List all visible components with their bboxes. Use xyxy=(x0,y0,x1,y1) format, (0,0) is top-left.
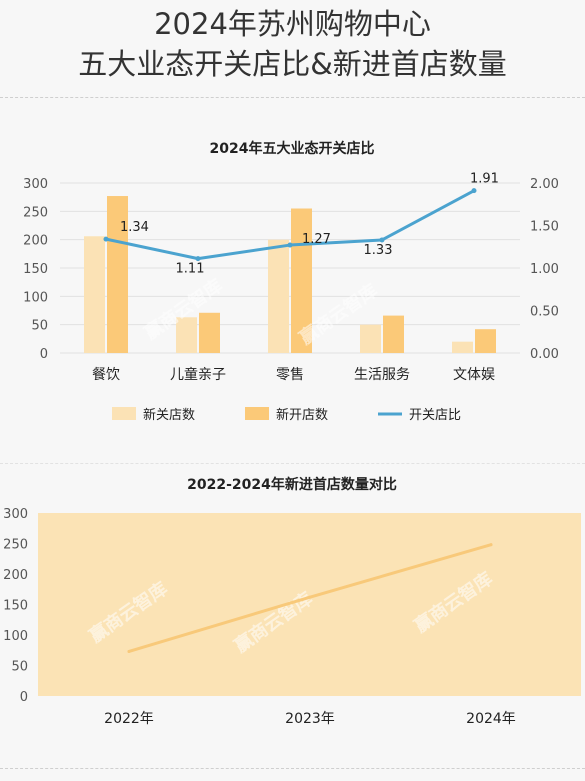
y-right-tick-label: 0.00 xyxy=(530,347,559,362)
ratio-data-label: 1.33 xyxy=(364,243,393,258)
y-right-tick-label: 2.00 xyxy=(530,177,559,192)
bar-close-count xyxy=(84,236,105,353)
y-right-tick-label: 1.50 xyxy=(530,220,559,235)
ratio-point xyxy=(471,188,477,194)
ratio-point xyxy=(287,242,293,248)
first-store-point xyxy=(308,595,312,599)
ratio-point xyxy=(195,256,201,262)
legend-label-ratio: 开关店比 xyxy=(409,408,461,423)
y-tick-label: 0 xyxy=(20,690,28,705)
legend-swatch-close xyxy=(112,407,136,420)
x-category-label: 儿童亲子 xyxy=(170,366,226,383)
x-year-label: 2024年 xyxy=(466,711,516,727)
legend-label-open: 新开店数 xyxy=(276,407,328,423)
chart-store-open-close-ratio: 2024年五大业态开关店比 0 50 100 150 200 250 300 0.00 0.5… xyxy=(23,140,559,423)
bar-open-count xyxy=(383,315,404,353)
y-left-tick-label: 150 xyxy=(23,262,48,277)
y-right-tick-label: 1.00 xyxy=(530,262,559,277)
y-left-tick-label: 200 xyxy=(23,234,48,249)
y-left-tick-label: 100 xyxy=(23,290,48,305)
y-right-tick-label: 0.50 xyxy=(530,305,559,320)
y-tick-label: 200 xyxy=(3,568,28,583)
x-year-label: 2022年 xyxy=(104,711,154,727)
page-title-line-1: 2024年苏州购物中心 xyxy=(154,7,431,41)
page-title: 2024年苏州购物中心 五大业态开关店比&新进首店数量 xyxy=(0,4,585,84)
y-left-tick-label: 50 xyxy=(31,319,48,334)
chart1-title: 2024年五大业态开关店比 xyxy=(210,140,375,157)
legend-label-close: 新关店数 xyxy=(143,407,195,423)
ratio-line xyxy=(105,189,475,261)
ratio-data-label: 1.34 xyxy=(120,220,149,235)
bar-close-count xyxy=(176,317,197,353)
first-store-point xyxy=(489,543,493,547)
bar-open-count xyxy=(199,312,220,353)
bar-open-count xyxy=(475,329,496,353)
ratio-data-label: 1.11 xyxy=(176,262,205,277)
y-tick-label: 150 xyxy=(3,599,28,614)
y-left-tick-label: 0 xyxy=(40,347,48,362)
page-title-line-2: 五大业态开关店比&新进首店数量 xyxy=(78,47,507,81)
y-tick-label: 100 xyxy=(3,629,28,644)
divider-middle xyxy=(0,463,585,464)
bar-close-count xyxy=(268,239,289,353)
y-tick-label: 50 xyxy=(11,660,28,675)
ratio-data-label: 1.91 xyxy=(470,172,499,187)
legend-swatch-open xyxy=(245,407,269,420)
first-store-point xyxy=(127,649,131,653)
ratio-data-label: 1.27 xyxy=(302,232,331,247)
bar-close-count xyxy=(360,324,381,353)
bar-open-count xyxy=(107,196,128,353)
x-category-label: 零售 xyxy=(276,367,304,383)
y-tick-label: 300 xyxy=(3,507,28,522)
divider-bottom xyxy=(0,768,585,769)
x-category-label: 餐饮 xyxy=(92,367,120,383)
x-category-label: 文体娱 xyxy=(453,367,495,383)
ratio-point xyxy=(103,236,109,242)
x-category-label: 生活服务 xyxy=(354,367,410,383)
divider-top xyxy=(0,97,585,98)
y-left-tick-label: 250 xyxy=(23,205,48,220)
bar-close-count xyxy=(452,341,473,353)
chart2-title: 2022-2024年新进首店数量对比 xyxy=(187,476,397,493)
x-year-label: 2023年 xyxy=(285,711,335,727)
ratio-point xyxy=(379,237,385,243)
y-tick-label: 250 xyxy=(3,538,28,553)
y-left-tick-label: 300 xyxy=(23,177,48,192)
